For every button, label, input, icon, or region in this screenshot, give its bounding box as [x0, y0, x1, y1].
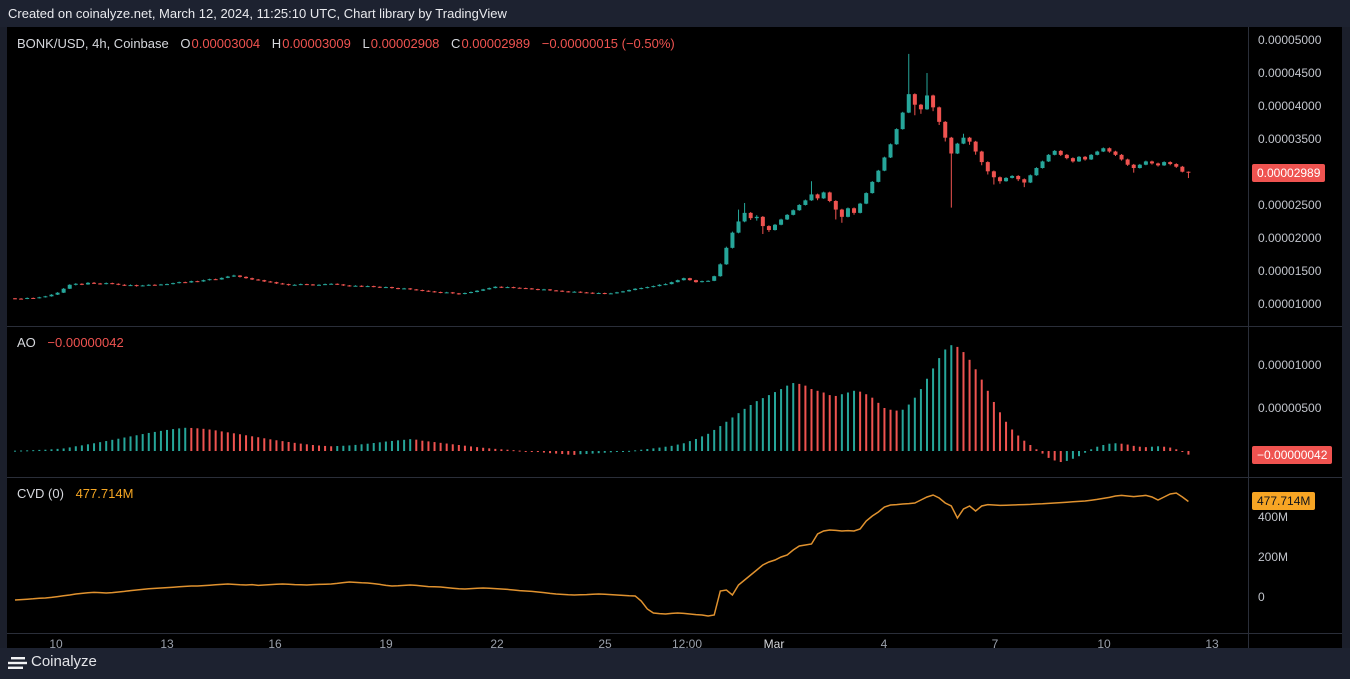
high-label: H	[271, 36, 282, 51]
last-price-badge: 0.00002989	[1252, 163, 1326, 182]
time-tick-label: 16	[268, 637, 282, 648]
axis-tick-label: 400M	[1258, 510, 1289, 524]
cvd-value: 477.714M	[75, 486, 134, 501]
creation-banner: Created on coinalyze.net, March 12, 2024…	[0, 0, 1350, 27]
footer-bar: Coinalyze	[0, 648, 1350, 679]
low-value: 0.00002908	[370, 36, 440, 51]
price-legend: BONK/USD, 4h, Coinbase O0.00003004 H0.00…	[17, 36, 675, 51]
ao-pane[interactable]: AO −0.00000042	[7, 326, 1248, 477]
symbol-title: BONK/USD, 4h, Coinbase	[17, 36, 169, 51]
time-tick-label: 13	[1205, 637, 1219, 648]
time-axis[interactable]: 10 13 16 19 22 25 12:00 Mar 4 7 10 13	[7, 633, 1248, 648]
cvd-value-badge: 477.714M	[1252, 492, 1316, 511]
price-candles-canvas[interactable]	[7, 27, 1248, 326]
time-tick-label: 10	[1097, 637, 1111, 648]
low-label: L	[362, 36, 370, 51]
time-tick-label: 7	[991, 637, 999, 648]
cvd-label: CVD (0)	[17, 486, 64, 501]
pane-separator[interactable]	[7, 477, 1342, 478]
axis-tick-label: 0.00004500	[1258, 66, 1322, 81]
time-tick-label: 4	[880, 637, 888, 648]
change-value: −0.00000015 (−0.50%)	[541, 36, 675, 51]
axis-tick-label: 0.00002000	[1258, 230, 1322, 245]
axis-tick-label: 200M	[1258, 550, 1289, 564]
ao-value-badge: −0.00000042	[1252, 445, 1333, 464]
ao-legend: AO −0.00000042	[17, 335, 124, 350]
time-tick-label: 19	[379, 637, 393, 648]
axis-tick-label: 0.00001000	[1258, 357, 1322, 372]
coinalyze-logo-text[interactable]: Coinalyze	[31, 653, 97, 670]
pane-separator[interactable]	[7, 633, 1342, 634]
time-tick-label: 12:00	[671, 637, 703, 648]
ao-value: −0.00000042	[47, 335, 124, 350]
axis-tick-label: 0.00000500	[1258, 400, 1322, 415]
ao-label: AO	[17, 335, 36, 350]
time-tick-label: Mar	[763, 637, 785, 648]
close-label: C	[451, 36, 461, 51]
cvd-legend: CVD (0) 477.714M	[17, 486, 133, 501]
axis-tick-label: 0	[1258, 590, 1265, 604]
price-axis-column[interactable]: 0.00005000 0.00004500 0.00004000 0.00003500…	[1248, 27, 1342, 648]
cvd-pane[interactable]: CVD (0) 477.714M	[7, 477, 1248, 633]
axis-tick-label: 0.00002500	[1258, 197, 1322, 212]
open-value: 0.00003004	[191, 36, 261, 51]
creation-banner-text: Created on coinalyze.net, March 12, 2024…	[8, 6, 507, 21]
cvd-line-canvas[interactable]	[7, 477, 1248, 633]
chart-widget: BONK/USD, 4h, Coinbase O0.00003004 H0.00…	[7, 27, 1342, 648]
open-label: O	[180, 36, 191, 51]
time-tick-label: 25	[598, 637, 612, 648]
high-value: 0.00003009	[282, 36, 351, 51]
axis-tick-label: 0.00004000	[1258, 99, 1322, 114]
time-tick-label: 13	[160, 637, 174, 648]
price-pane[interactable]: BONK/USD, 4h, Coinbase O0.00003004 H0.00…	[7, 27, 1248, 326]
pane-separator[interactable]	[7, 326, 1342, 327]
axis-tick-label: 0.00005000	[1258, 33, 1322, 48]
close-value: 0.00002989	[461, 36, 531, 51]
ao-histogram-canvas[interactable]	[7, 326, 1248, 477]
axis-tick-label: 0.00001000	[1258, 296, 1322, 311]
coinalyze-logo-icon[interactable]	[8, 655, 28, 671]
time-tick-label: 10	[49, 637, 63, 648]
axis-tick-label: 0.00003500	[1258, 132, 1322, 146]
axis-tick-label: 0.00001500	[1258, 263, 1322, 278]
time-tick-label: 22	[490, 637, 504, 648]
